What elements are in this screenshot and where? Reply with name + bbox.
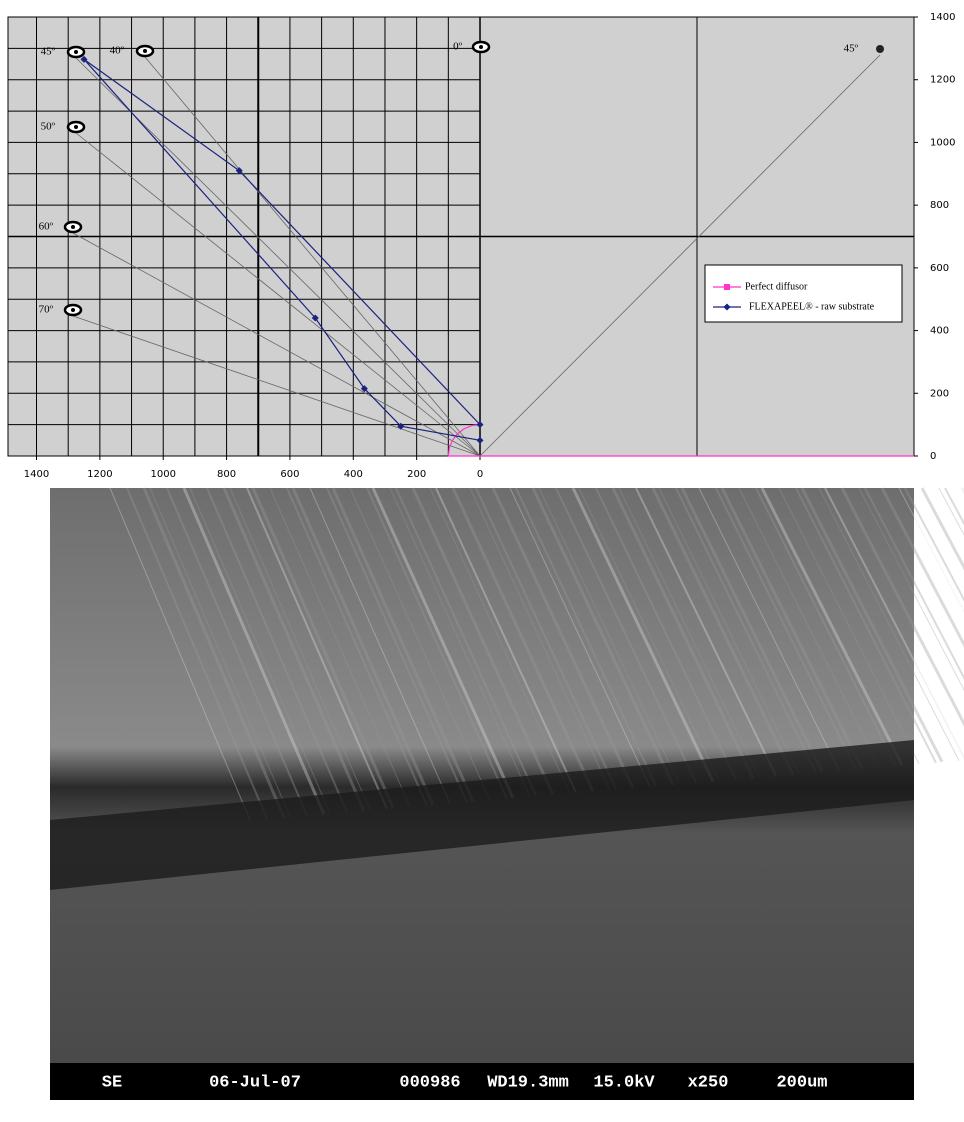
x-tick-label: 800 <box>217 469 236 480</box>
y-tick-label: 400 <box>930 326 949 337</box>
legend <box>705 265 902 322</box>
caption-text: 15.0kV <box>593 1073 655 1092</box>
y-tick-label: 0 <box>930 451 936 462</box>
light-icon <box>876 45 884 53</box>
eye-pupil <box>71 225 75 229</box>
caption-text: SE <box>102 1073 122 1092</box>
caption-text: 200um <box>776 1073 827 1092</box>
annotation: 60º <box>39 221 54 233</box>
eye-pupil <box>143 49 147 53</box>
annotation: 50º <box>41 121 56 133</box>
y-tick-label: 800 <box>930 200 949 211</box>
annotation: 40º <box>110 45 125 57</box>
y-tick-label: 1200 <box>930 75 955 86</box>
y-tick-label: 1400 <box>930 12 955 23</box>
x-tick-label: 1000 <box>150 469 175 480</box>
caption-text: x250 <box>688 1073 729 1092</box>
y-tick-label: 200 <box>930 388 949 399</box>
annotation: 0º <box>453 41 463 53</box>
legend-label: Perfect diffusor <box>745 281 808 292</box>
sem-image <box>50 488 964 1100</box>
annotation: 70º <box>39 304 54 316</box>
marker <box>724 284 730 290</box>
eye-pupil <box>74 125 78 129</box>
caption-text: 000986 <box>399 1073 460 1092</box>
x-tick-label: 1400 <box>24 469 49 480</box>
eye-pupil <box>479 45 483 49</box>
annotation: 45º <box>41 46 56 58</box>
streak <box>945 488 964 750</box>
y-tick-label: 600 <box>930 263 949 274</box>
y-tick-label: 1000 <box>930 137 955 148</box>
legend-label: FLEXAPEEL® - raw substrate <box>749 301 875 312</box>
x-tick-label: 0 <box>477 469 483 480</box>
x-tick-label: 1200 <box>87 469 112 480</box>
eye-pupil <box>74 50 78 54</box>
caption-text: 06-Jul-07 <box>209 1073 301 1092</box>
page: 1400 1200 1000 800 600 400 200 0 0 200 400 600 800 10… <box>0 0 964 1122</box>
annotation: 45º <box>844 43 859 55</box>
caption-text: WD19.3mm <box>487 1073 569 1092</box>
x-tick-label: 400 <box>344 469 363 480</box>
eye-pupil <box>71 308 75 312</box>
x-tick-label: 600 <box>280 469 299 480</box>
x-tick-label: 200 <box>407 469 426 480</box>
